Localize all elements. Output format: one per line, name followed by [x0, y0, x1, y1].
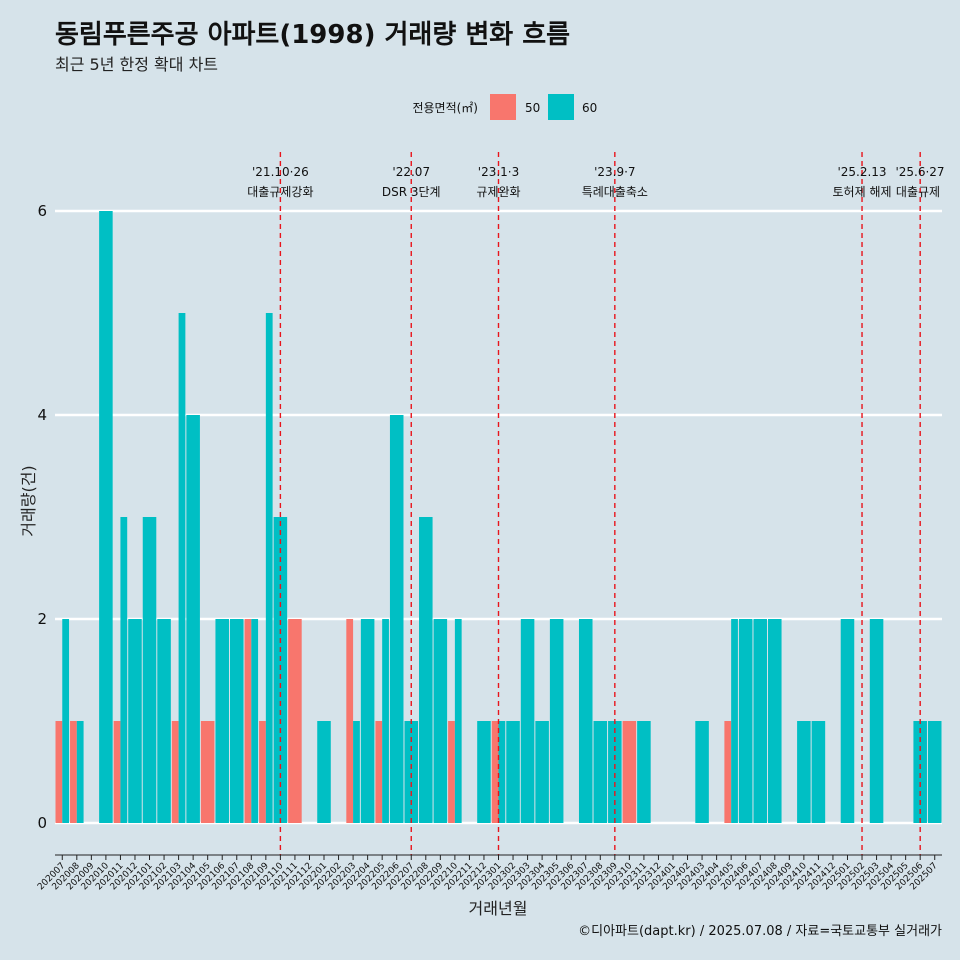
bar-60-202204 — [360, 619, 375, 823]
bar-50-202111 — [288, 619, 302, 823]
legend-key-60 — [548, 94, 574, 120]
bar-60-202209 — [433, 619, 448, 823]
annotation-label: 특례대출축소 — [582, 185, 648, 199]
bar-60-202307 — [578, 619, 593, 823]
bar-50-202008 — [70, 721, 77, 823]
y-axis-title: 거래량(건) — [19, 465, 38, 536]
annotation-label: 토허제 해제 — [833, 185, 892, 199]
legend-label-50: 50 — [525, 101, 540, 115]
bar-60-202107 — [229, 619, 244, 823]
bar-60-202104 — [186, 415, 200, 823]
bar-60-202309 — [608, 721, 622, 823]
bar-60-202405 — [731, 619, 738, 823]
bar-60-202301 — [498, 721, 506, 823]
annotation-date: '23.9·7 — [594, 165, 635, 179]
bar-60-202109 — [265, 313, 273, 823]
bar-60-202408 — [768, 619, 782, 823]
annotation-label: 대출규제 — [896, 185, 940, 199]
bar-50-202203 — [346, 619, 354, 823]
y-tick-label: 2 — [37, 610, 47, 628]
bar-50-202310 — [622, 721, 637, 823]
bar-60-202108 — [251, 619, 259, 823]
x-axis-title: 거래년월 — [469, 899, 528, 918]
annotation-label: 규제완화 — [476, 185, 520, 199]
bar-60-202305 — [549, 619, 564, 823]
legend-label-60: 60 — [582, 101, 597, 115]
caption: ©디아파트(dapt.kr) / 2025.07.08 / 자료=국토교통부 실… — [578, 924, 942, 939]
bars — [55, 211, 942, 823]
bar-60-202101 — [142, 517, 157, 823]
bar-60-202011 — [120, 517, 128, 823]
annotations: '21.10·26 대출규제강화 '22.07 DSR 3단계 '23.1·3 규제완화 '… — [247, 152, 945, 855]
bar-60-202208 — [419, 517, 433, 823]
bar-60-202207 — [404, 721, 419, 823]
y-tick-label: 4 — [37, 406, 47, 424]
bar-60-202106 — [215, 619, 229, 823]
annotation-date: '25.6·27 — [895, 165, 944, 179]
annotation-label: 대출규제강화 — [247, 185, 313, 199]
bar-50-202105 — [200, 721, 215, 823]
bar-50-202103 — [171, 721, 179, 823]
bar-60-202304 — [535, 721, 549, 823]
chart-title: 동림푸른주공 아파트(1998) 거래량 변화 흐름 — [55, 20, 570, 50]
bar-50-202109 — [259, 721, 266, 823]
bar-60-202210 — [454, 619, 462, 823]
y-tick-label: 6 — [37, 202, 47, 220]
bar-50-202108 — [244, 619, 252, 823]
bar-60-202203 — [353, 721, 360, 823]
legend-title: 전용면적(㎡) — [412, 101, 478, 115]
bar-60-202503 — [869, 619, 884, 823]
bar-50-202011 — [113, 721, 121, 823]
bar-60-202212 — [477, 721, 491, 823]
bar-60-202103 — [178, 313, 186, 823]
bar-50-202405 — [724, 721, 732, 823]
bar-50-202210 — [448, 721, 455, 823]
bar-60-202411 — [811, 721, 826, 823]
bar-60-202506 — [913, 721, 927, 823]
annotation-date: '23.1·3 — [478, 165, 519, 179]
bar-60-202303 — [520, 619, 535, 823]
bar-60-202206 — [389, 415, 404, 823]
bar-60-202403 — [695, 721, 709, 823]
bar-60-202507 — [927, 721, 942, 823]
bar-60-202302 — [506, 721, 520, 823]
x-axis: 2020072020082020092020102020112020122021… — [36, 854, 942, 892]
y-tick-label: 0 — [37, 814, 47, 832]
annotation-label: DSR 3단계 — [382, 185, 441, 199]
bar-60-202102 — [157, 619, 171, 823]
annotation-date: '21.10·26 — [252, 165, 309, 179]
bar-60-202012 — [128, 619, 142, 823]
bar-60-202008 — [76, 721, 84, 823]
bar-50-202007 — [55, 721, 63, 823]
bar-60-202010 — [99, 211, 113, 823]
bar-60-202406 — [738, 619, 753, 823]
bar-50-202301 — [491, 721, 499, 823]
legend-key-50 — [490, 94, 516, 120]
annotation-date: '25.2.13 — [837, 165, 886, 179]
bar-60-202407 — [753, 619, 768, 823]
bar-60-202311 — [637, 721, 651, 823]
bar-60-202410 — [797, 721, 811, 823]
y-axis-ticks: 0 2 4 6 — [37, 202, 47, 832]
bar-60-202007 — [62, 619, 70, 823]
bar-60-202201 — [317, 721, 331, 823]
bar-60-202501 — [840, 619, 855, 823]
bar-60-202205 — [382, 619, 389, 823]
legend: 전용면적(㎡) 50 60 — [412, 94, 597, 120]
bar-60-202308 — [593, 721, 608, 823]
chart-subtitle: 최근 5년 한정 확대 차트 — [55, 55, 218, 74]
bar-50-202205 — [375, 721, 383, 823]
annotation-date: '22.07 — [392, 165, 430, 179]
